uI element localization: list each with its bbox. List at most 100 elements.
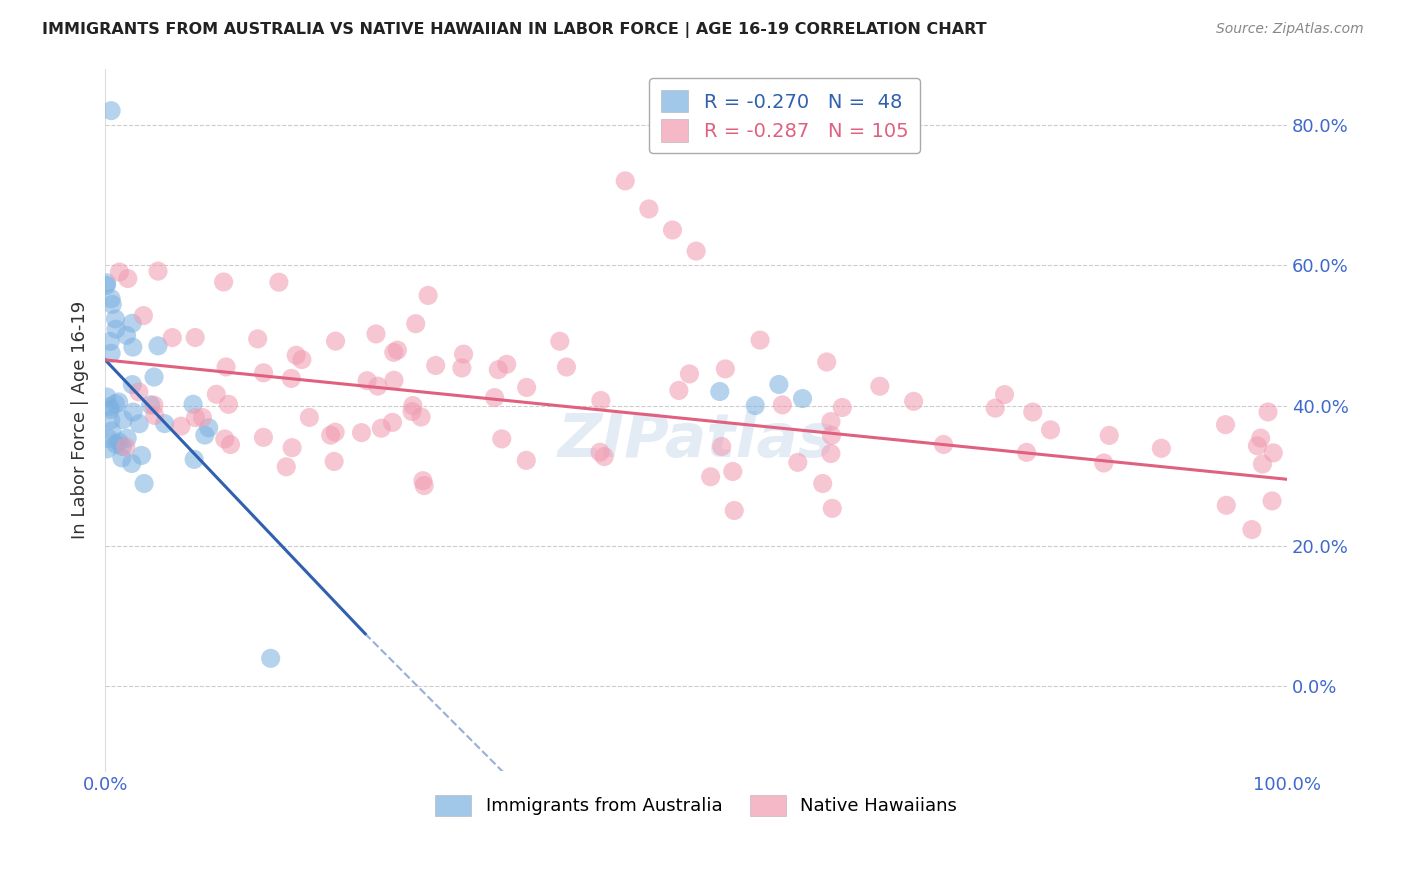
Point [181,397,204,411]
Point [387,343,409,358]
Point [100,346,122,360]
Point [162,330,184,344]
Point [1098,428,1121,442]
Point [593,450,616,464]
Point [1250,431,1272,445]
Point [117,271,139,285]
Point [276,459,298,474]
Point [1246,439,1268,453]
Point [128,384,150,399]
Point [218,397,240,411]
Point [381,416,404,430]
Point [1039,423,1062,437]
Point [1257,405,1279,419]
Point [170,419,193,434]
Point [184,330,207,344]
Point [820,446,842,460]
Point [298,410,321,425]
Point [993,387,1015,401]
Point [122,405,145,419]
Point [246,332,269,346]
Point [491,432,513,446]
Point [146,264,169,278]
Point [1022,405,1045,419]
Point [143,370,166,384]
Point [252,430,274,444]
Point [821,501,844,516]
Y-axis label: In Labor Force | Age 16-19: In Labor Force | Age 16-19 [72,301,89,539]
Point [1263,446,1285,460]
Point [104,312,127,326]
Point [382,373,405,387]
Point [411,409,433,424]
Point [744,399,766,413]
Point [98,400,121,414]
Point [589,393,612,408]
Point [614,174,637,188]
Point [1150,442,1173,456]
Point [820,415,842,429]
Point [486,362,509,376]
Point [382,345,405,359]
Point [121,316,143,330]
Point [112,412,135,426]
Point [661,223,683,237]
Point [685,244,707,258]
Point [356,374,378,388]
Point [153,417,176,431]
Point [183,452,205,467]
Point [1251,457,1274,471]
Point [984,401,1007,416]
Point [416,288,439,302]
Point [323,425,346,440]
Point [215,359,238,374]
Point [815,355,838,369]
Point [1092,456,1115,470]
Point [515,453,537,467]
Point [792,392,814,406]
Point [325,334,347,348]
Point [820,428,842,442]
Point [285,348,308,362]
Point [139,398,162,412]
Point [714,362,737,376]
Point [252,366,274,380]
Point [450,361,472,376]
Point [370,421,392,435]
Point [101,297,124,311]
Point [143,398,166,412]
Point [194,428,217,442]
Point [367,379,389,393]
Point [350,425,373,440]
Point [184,410,207,425]
Point [121,340,143,354]
Point [101,424,124,438]
Point [516,380,538,394]
Point [1015,445,1038,459]
Point [146,339,169,353]
Point [1261,494,1284,508]
Point [721,465,744,479]
Text: IMMIGRANTS FROM AUSTRALIA VS NATIVE HAWAIIAN IN LABOR FORCE | AGE 16-19 CORRELAT: IMMIGRANTS FROM AUSTRALIA VS NATIVE HAWA… [42,22,987,38]
Point [212,275,235,289]
Point [100,292,122,306]
Point [111,440,134,454]
Point [723,503,745,517]
Point [869,379,891,393]
Point [107,395,129,409]
Point [114,440,136,454]
Point [267,275,290,289]
Point [281,441,304,455]
Point [260,651,283,665]
Point [709,384,731,399]
Point [111,450,134,465]
Point [319,428,342,442]
Point [96,390,118,404]
Point [903,394,925,409]
Point [143,409,166,423]
Point [402,399,425,413]
Point [115,431,138,445]
Point [98,334,121,349]
Point [104,397,127,411]
Point [96,278,118,293]
